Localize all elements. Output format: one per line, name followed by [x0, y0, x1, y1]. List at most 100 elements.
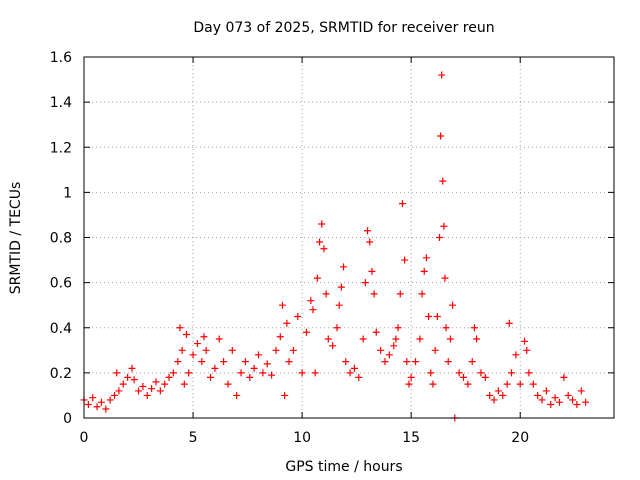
data-point [246, 373, 254, 381]
y-tick-label: 0.6 [50, 276, 72, 292]
data-point [582, 398, 590, 406]
data-point [202, 346, 210, 354]
data-point [241, 358, 249, 366]
data-point [433, 312, 441, 320]
data-point [307, 297, 315, 305]
data-point [385, 351, 393, 359]
tick-labels: 0 5 10 15 20 0 0.2 0.4 0.6 0.8 1 1.2 1.4 1.6 [50, 50, 529, 446]
data-point [156, 387, 164, 395]
data-point [294, 312, 302, 320]
data-point [333, 324, 341, 332]
x-tick-label: 10 [293, 430, 311, 446]
y-tick-label: 0.8 [50, 231, 72, 247]
data-point [84, 400, 92, 408]
data-point [366, 238, 374, 246]
y-tick-label: 0.2 [50, 366, 72, 382]
data-point [473, 335, 481, 343]
grid-lines [84, 57, 614, 418]
data-point [403, 358, 411, 366]
data-point [481, 373, 489, 381]
data-point [401, 256, 409, 264]
data-point [276, 333, 284, 341]
y-tick-label: 0.4 [50, 321, 72, 337]
data-point [183, 331, 191, 339]
x-tick-label: 15 [402, 430, 420, 446]
data-point [422, 254, 430, 262]
data-point [555, 398, 563, 406]
data-point [148, 385, 156, 393]
data-point [318, 220, 326, 228]
data-point [176, 324, 184, 332]
data-point [139, 382, 147, 390]
data-point [577, 387, 585, 395]
data-point [534, 391, 542, 399]
data-point [335, 301, 343, 309]
data-point [311, 369, 319, 377]
data-point [337, 283, 345, 291]
data-point [569, 396, 577, 404]
y-tick-label: 1 [63, 185, 72, 201]
data-point [254, 351, 262, 359]
y-tick-label: 0 [63, 411, 72, 427]
data-point [547, 400, 555, 408]
data-point [425, 312, 433, 320]
data-point [211, 364, 219, 372]
data-point [355, 373, 363, 381]
data-point [490, 396, 498, 404]
x-tick-label: 5 [189, 430, 198, 446]
data-point [185, 369, 193, 377]
data-point [272, 346, 280, 354]
data-point [436, 234, 444, 241]
data-point [115, 387, 123, 395]
data-point [263, 360, 271, 368]
data-point [390, 342, 398, 350]
data-point [93, 403, 101, 411]
data-point [442, 324, 450, 332]
data-point [309, 306, 317, 314]
data-point [370, 290, 378, 298]
data-point [507, 369, 515, 377]
data-point [464, 380, 472, 388]
data-point [161, 380, 169, 388]
data-point [418, 290, 426, 298]
data-point [283, 319, 291, 327]
data-point [97, 398, 105, 406]
data-point [521, 337, 529, 345]
data-point [512, 351, 520, 359]
data-point [440, 222, 448, 230]
data-point [460, 373, 468, 381]
data-point [377, 346, 385, 354]
data-point [102, 405, 110, 413]
data-point [89, 394, 97, 402]
y-axis-title: SRMTID / TECUs [8, 182, 24, 295]
data-point [233, 391, 241, 399]
data-point [372, 328, 380, 336]
data-point [224, 380, 232, 388]
data-point [281, 391, 289, 399]
data-point [529, 380, 537, 388]
data-point [405, 380, 413, 388]
data-point [551, 394, 559, 402]
data-point [302, 328, 310, 336]
data-point [420, 267, 428, 275]
data-point [486, 391, 494, 399]
data-point [200, 333, 208, 341]
x-tick-label: 0 [80, 430, 89, 446]
data-point [259, 369, 267, 377]
data-point [368, 267, 376, 275]
data-point [324, 335, 332, 343]
data-point [215, 335, 223, 343]
data-point [516, 380, 524, 388]
data-point [525, 369, 533, 377]
data-point [320, 245, 328, 253]
data-point [470, 324, 478, 332]
data-point [174, 358, 182, 366]
data-point [316, 238, 324, 246]
data-point [560, 373, 568, 381]
y-tick-label: 1.6 [50, 50, 72, 66]
data-point [130, 376, 138, 384]
data-point [135, 387, 143, 395]
data-point [228, 346, 236, 354]
data-point [198, 358, 206, 366]
